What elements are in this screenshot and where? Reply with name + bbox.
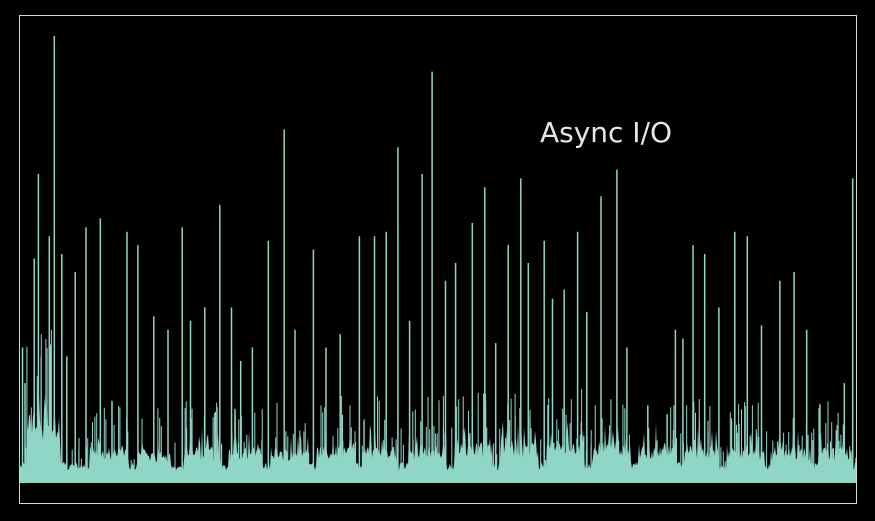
series-baseline xyxy=(20,481,856,483)
series-area xyxy=(20,394,856,481)
chart-annotation: Async I/O xyxy=(540,116,672,149)
series-layer xyxy=(20,36,857,483)
plot-frame xyxy=(19,15,857,504)
